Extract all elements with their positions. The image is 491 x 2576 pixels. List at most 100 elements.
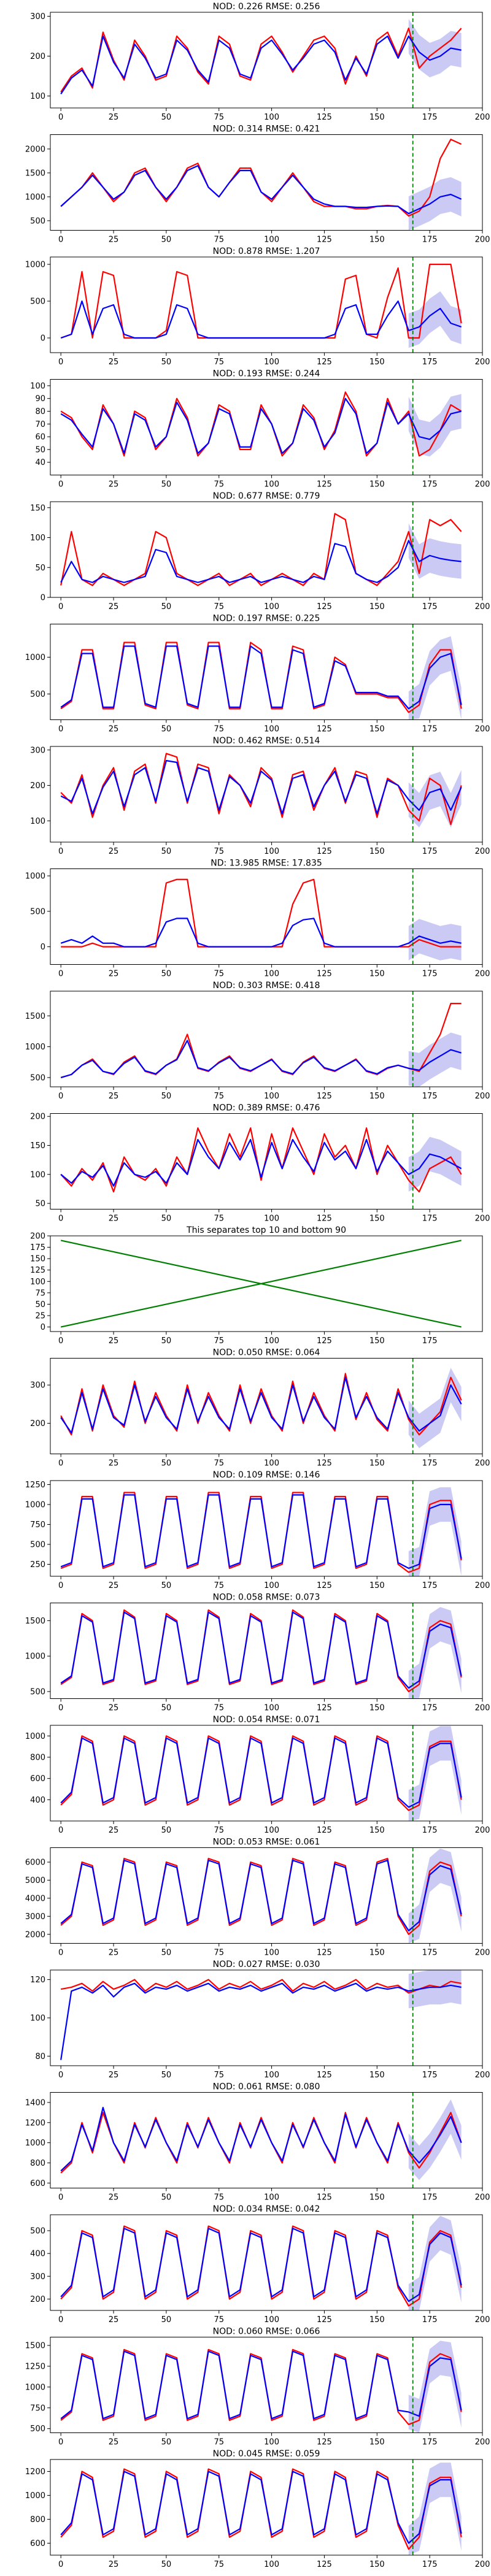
x-tick-label: 0 [58,113,63,122]
x-tick-label: 200 [475,2071,490,2080]
y-tick-label: 200 [30,1419,45,1428]
y-tick-label: 500 [30,690,45,699]
x-tick-label: 200 [475,1826,490,1835]
confidence-band [408,291,462,348]
chart-panel-13: NOD: 0.109 RMSE: 0.146 250 500 750 1000 1250 0… [25,1470,490,1590]
panel-title: NOD: 0.462 RMSE: 0.514 [213,736,320,746]
x-tick-label: 75 [214,725,224,734]
y-tick-label: 2000 [25,1930,45,1939]
x-tick-label: 200 [475,358,490,367]
x-tick-label: 150 [369,236,385,245]
x-tick-label: 25 [109,2071,119,2080]
chart-panel-21: NOD: 0.045 RMSE: 0.059 600 800 1000 1200 0 25 5… [25,2449,490,2569]
x-tick-label: 150 [369,1581,385,1590]
y-tick-label: 2000 [25,145,45,154]
x-tick-label: 25 [109,1459,119,1468]
axes-frame [50,256,483,353]
axes-frame [50,868,483,965]
x-tick-label: 50 [161,480,172,489]
y-tick-label: 40 [35,458,45,467]
panel-title: NOD: 0.054 RMSE: 0.071 [213,1715,320,1725]
x-tick-label: 25 [109,847,119,856]
x-tick-label: 0 [58,1459,63,1468]
confidence-band [408,18,462,78]
confidence-band [408,1368,462,1449]
y-tick-label: 100 [30,381,45,391]
actual-series-line [60,513,462,586]
confidence-band [408,1848,462,1944]
y-tick-label: 750 [30,2404,45,2413]
predicted-series-line [60,2228,462,2302]
x-tick-label: 75 [214,358,224,367]
axes-frame [50,1235,483,1332]
x-tick-label: 50 [161,2438,172,2447]
y-tick-label: 1000 [25,1501,45,1510]
x-tick-label: 100 [264,847,279,856]
x-tick-label: 25 [109,1092,119,1101]
x-tick-label: 200 [475,2560,490,2569]
x-tick-label: 150 [369,1214,385,1224]
y-tick-label: 500 [30,2227,45,2236]
x-tick-label: 75 [214,1581,224,1590]
x-tick-label: 100 [264,2438,279,2447]
y-tick-label: 1000 [25,2139,45,2148]
y-tick-label: 1000 [25,261,45,270]
x-tick-label: 0 [58,1704,63,1713]
panel-title: NOD: 0.060 RMSE: 0.066 [213,2327,320,2337]
y-tick-label: 750 [30,1520,45,1530]
x-tick-label: 125 [317,2193,332,2202]
y-tick-label: 90 [35,394,45,404]
predicted-series-line [60,35,462,94]
x-tick-label: 75 [214,602,224,611]
y-tick-label: 500 [30,2425,45,2434]
y-tick-label: 4000 [25,1894,45,1903]
x-tick-label: 200 [475,602,490,611]
y-tick-label: 400 [30,1796,45,1805]
y-tick-label: 125 [30,1266,45,1275]
chart-panel-7: NOD: 0.462 RMSE: 0.514 100 200 300 0 25 50 75 10… [30,736,490,856]
chart-panel-3: NOD: 0.878 RMSE: 1.207 0 500 1000 0 25 50 75 100… [25,247,490,367]
x-tick-label: 50 [161,113,172,122]
x-tick-label: 125 [317,1336,332,1346]
x-tick-label: 150 [369,1092,385,1101]
x-tick-label: 175 [422,1949,438,1958]
x-tick-label: 150 [369,2560,385,2569]
x-tick-label: 175 [422,480,438,489]
x-tick-label: 0 [58,1336,63,1346]
chart-panel-18: NOD: 0.061 RMSE: 0.080600800100012001400… [25,2082,490,2202]
x-tick-label: 125 [317,1214,332,1224]
confidence-band [408,1607,462,1699]
x-tick-label: 25 [109,113,119,122]
actual-series-line [60,139,462,217]
axes-frame [50,746,483,843]
x-tick-label: 0 [58,2193,63,2202]
predicted-series-line [60,2107,462,2172]
predicted-series-line [60,1611,462,1689]
x-tick-label: 75 [214,113,224,122]
y-tick-label: 1000 [25,2491,45,2501]
x-tick-label: 200 [475,725,490,734]
x-tick-label: 175 [422,2315,438,2325]
axes-frame [50,1113,483,1209]
confidence-band [408,636,462,720]
y-tick-label: 120 [30,1976,45,1985]
y-tick-label: 1000 [25,872,45,881]
predicted-series-line [60,1860,462,1931]
x-tick-label: 200 [475,1581,490,1590]
x-tick-label: 150 [369,1949,385,1958]
x-tick-label: 50 [161,1704,172,1713]
y-tick-label: 50 [35,1200,45,1209]
panel-title: NOD: 0.226 RMSE: 0.256 [213,2,320,12]
x-tick-label: 175 [422,236,438,245]
x-tick-label: 25 [109,1704,119,1713]
x-tick-label: 100 [264,1826,279,1835]
chart-panel-8: ND: 13.985 RMSE: 17.835 0 500 1000 0 25 50 75 10… [25,859,490,979]
panel-title: NOD: 0.109 RMSE: 0.146 [213,1470,320,1480]
axes-frame [50,1725,483,1822]
x-tick-label: 125 [317,2560,332,2569]
x-tick-label: 75 [214,1336,224,1346]
x-tick-label: 175 [422,970,438,979]
x-tick-label: 150 [369,113,385,122]
x-tick-label: 50 [161,236,172,245]
confidence-band [408,2099,462,2180]
